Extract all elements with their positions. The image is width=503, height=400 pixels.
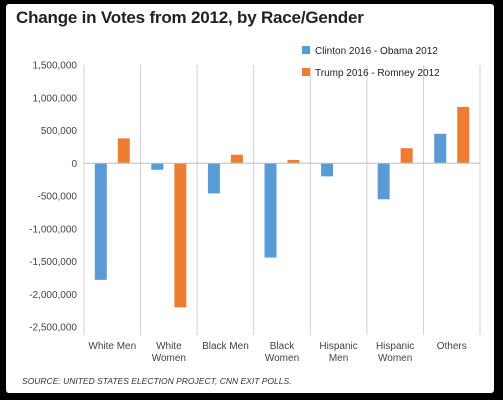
x-category-label: Others [437,341,467,352]
y-tick-label: -2,500,000 [29,323,77,334]
y-tick-label: 1,000,000 [33,93,78,104]
x-category-label: Hispanic [376,341,414,352]
y-tick-label: 1,500,000 [33,61,78,72]
bar-trump [457,106,470,164]
legend-swatch [302,68,310,76]
x-category-label: Black Men [202,341,249,352]
bar-trump [174,163,187,308]
x-category-label: Women [265,353,299,364]
legend-label: Clinton 2016 - Obama 2012 [315,46,438,57]
y-tick-label: 500,000 [41,126,78,137]
bar-trump [400,148,413,164]
bar-clinton [434,133,447,164]
x-category-label: Women [152,353,186,364]
legend-label: Trump 2016 - Romney 2012 [315,68,440,79]
chart-source: SOURCE: UNITED STATES ELECTION PROJECT, … [22,376,292,386]
bar-clinton [94,163,107,280]
bar-clinton [151,163,164,170]
bar-clinton [377,163,390,200]
x-category-label: White Men [88,341,136,352]
x-category-label: Hispanic [319,341,357,352]
x-category-label: Men [329,353,348,364]
y-tick-label: -2,000,000 [29,290,77,301]
bar-trump [230,154,243,164]
bar-clinton [264,163,277,258]
bar-trump [117,138,130,164]
y-tick-label: -1,500,000 [29,257,77,268]
chart-card: Change in Votes from 2012, by Race/Gende… [6,4,494,393]
x-category-label: Black [270,341,295,352]
x-category-label: Women [378,353,412,364]
legend-swatch [302,46,310,54]
y-tick-label: -500,000 [38,192,78,203]
bar-trump [287,159,300,164]
bar-chart: 1,500,000 1,000,000 500,000 0 -500,000 -1,000… [29,46,481,364]
bar-clinton [321,163,334,177]
y-tick-label: 0 [71,159,77,170]
bar-clinton [207,163,220,194]
x-category-label: White [156,341,182,352]
chart-title: Change in Votes from 2012, by Race/Gende… [16,8,364,27]
y-tick-label: -1,000,000 [29,224,77,235]
